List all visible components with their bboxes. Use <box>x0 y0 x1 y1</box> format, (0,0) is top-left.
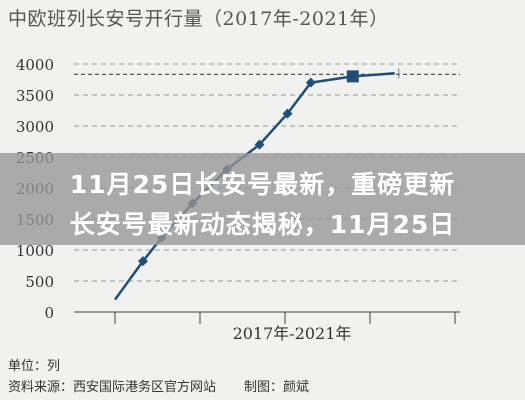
y-tick-label: 500 <box>25 273 54 291</box>
data-point <box>254 139 265 150</box>
data-point <box>137 256 148 267</box>
y-tick-label: 1000 <box>16 242 54 260</box>
y-tick-label: 0 <box>44 304 54 322</box>
headline-line-1: 11月25日长安号最新，重磅更新 <box>69 170 456 199</box>
unit-note: 单位：列 <box>8 359 61 374</box>
headline-banner: 11月25日长安号最新，重磅更新 长安号最新动态揭秘，11月25日 <box>0 153 525 245</box>
chart-title: 中欧班列长安号开行量（2017年-2021年） <box>8 8 389 30</box>
data-point <box>282 108 293 119</box>
headline-line-2: 长安号最新动态揭秘，11月25日 <box>69 210 456 239</box>
y-tick-label: 3500 <box>16 87 54 105</box>
data-point <box>305 77 316 88</box>
y-tick-label: 3000 <box>16 118 54 136</box>
source-text: 资料来源：西安国际港务区官方网站 <box>8 380 217 395</box>
y-tick-label: 4000 <box>16 56 54 74</box>
data-point-square <box>346 70 359 83</box>
author-text: 制图：颜斌 <box>244 380 310 395</box>
x-axis-label: 2017年-2021年 <box>233 324 352 343</box>
source-note: 资料来源：西安国际港务区官方网站 制图：颜斌 <box>8 376 309 395</box>
